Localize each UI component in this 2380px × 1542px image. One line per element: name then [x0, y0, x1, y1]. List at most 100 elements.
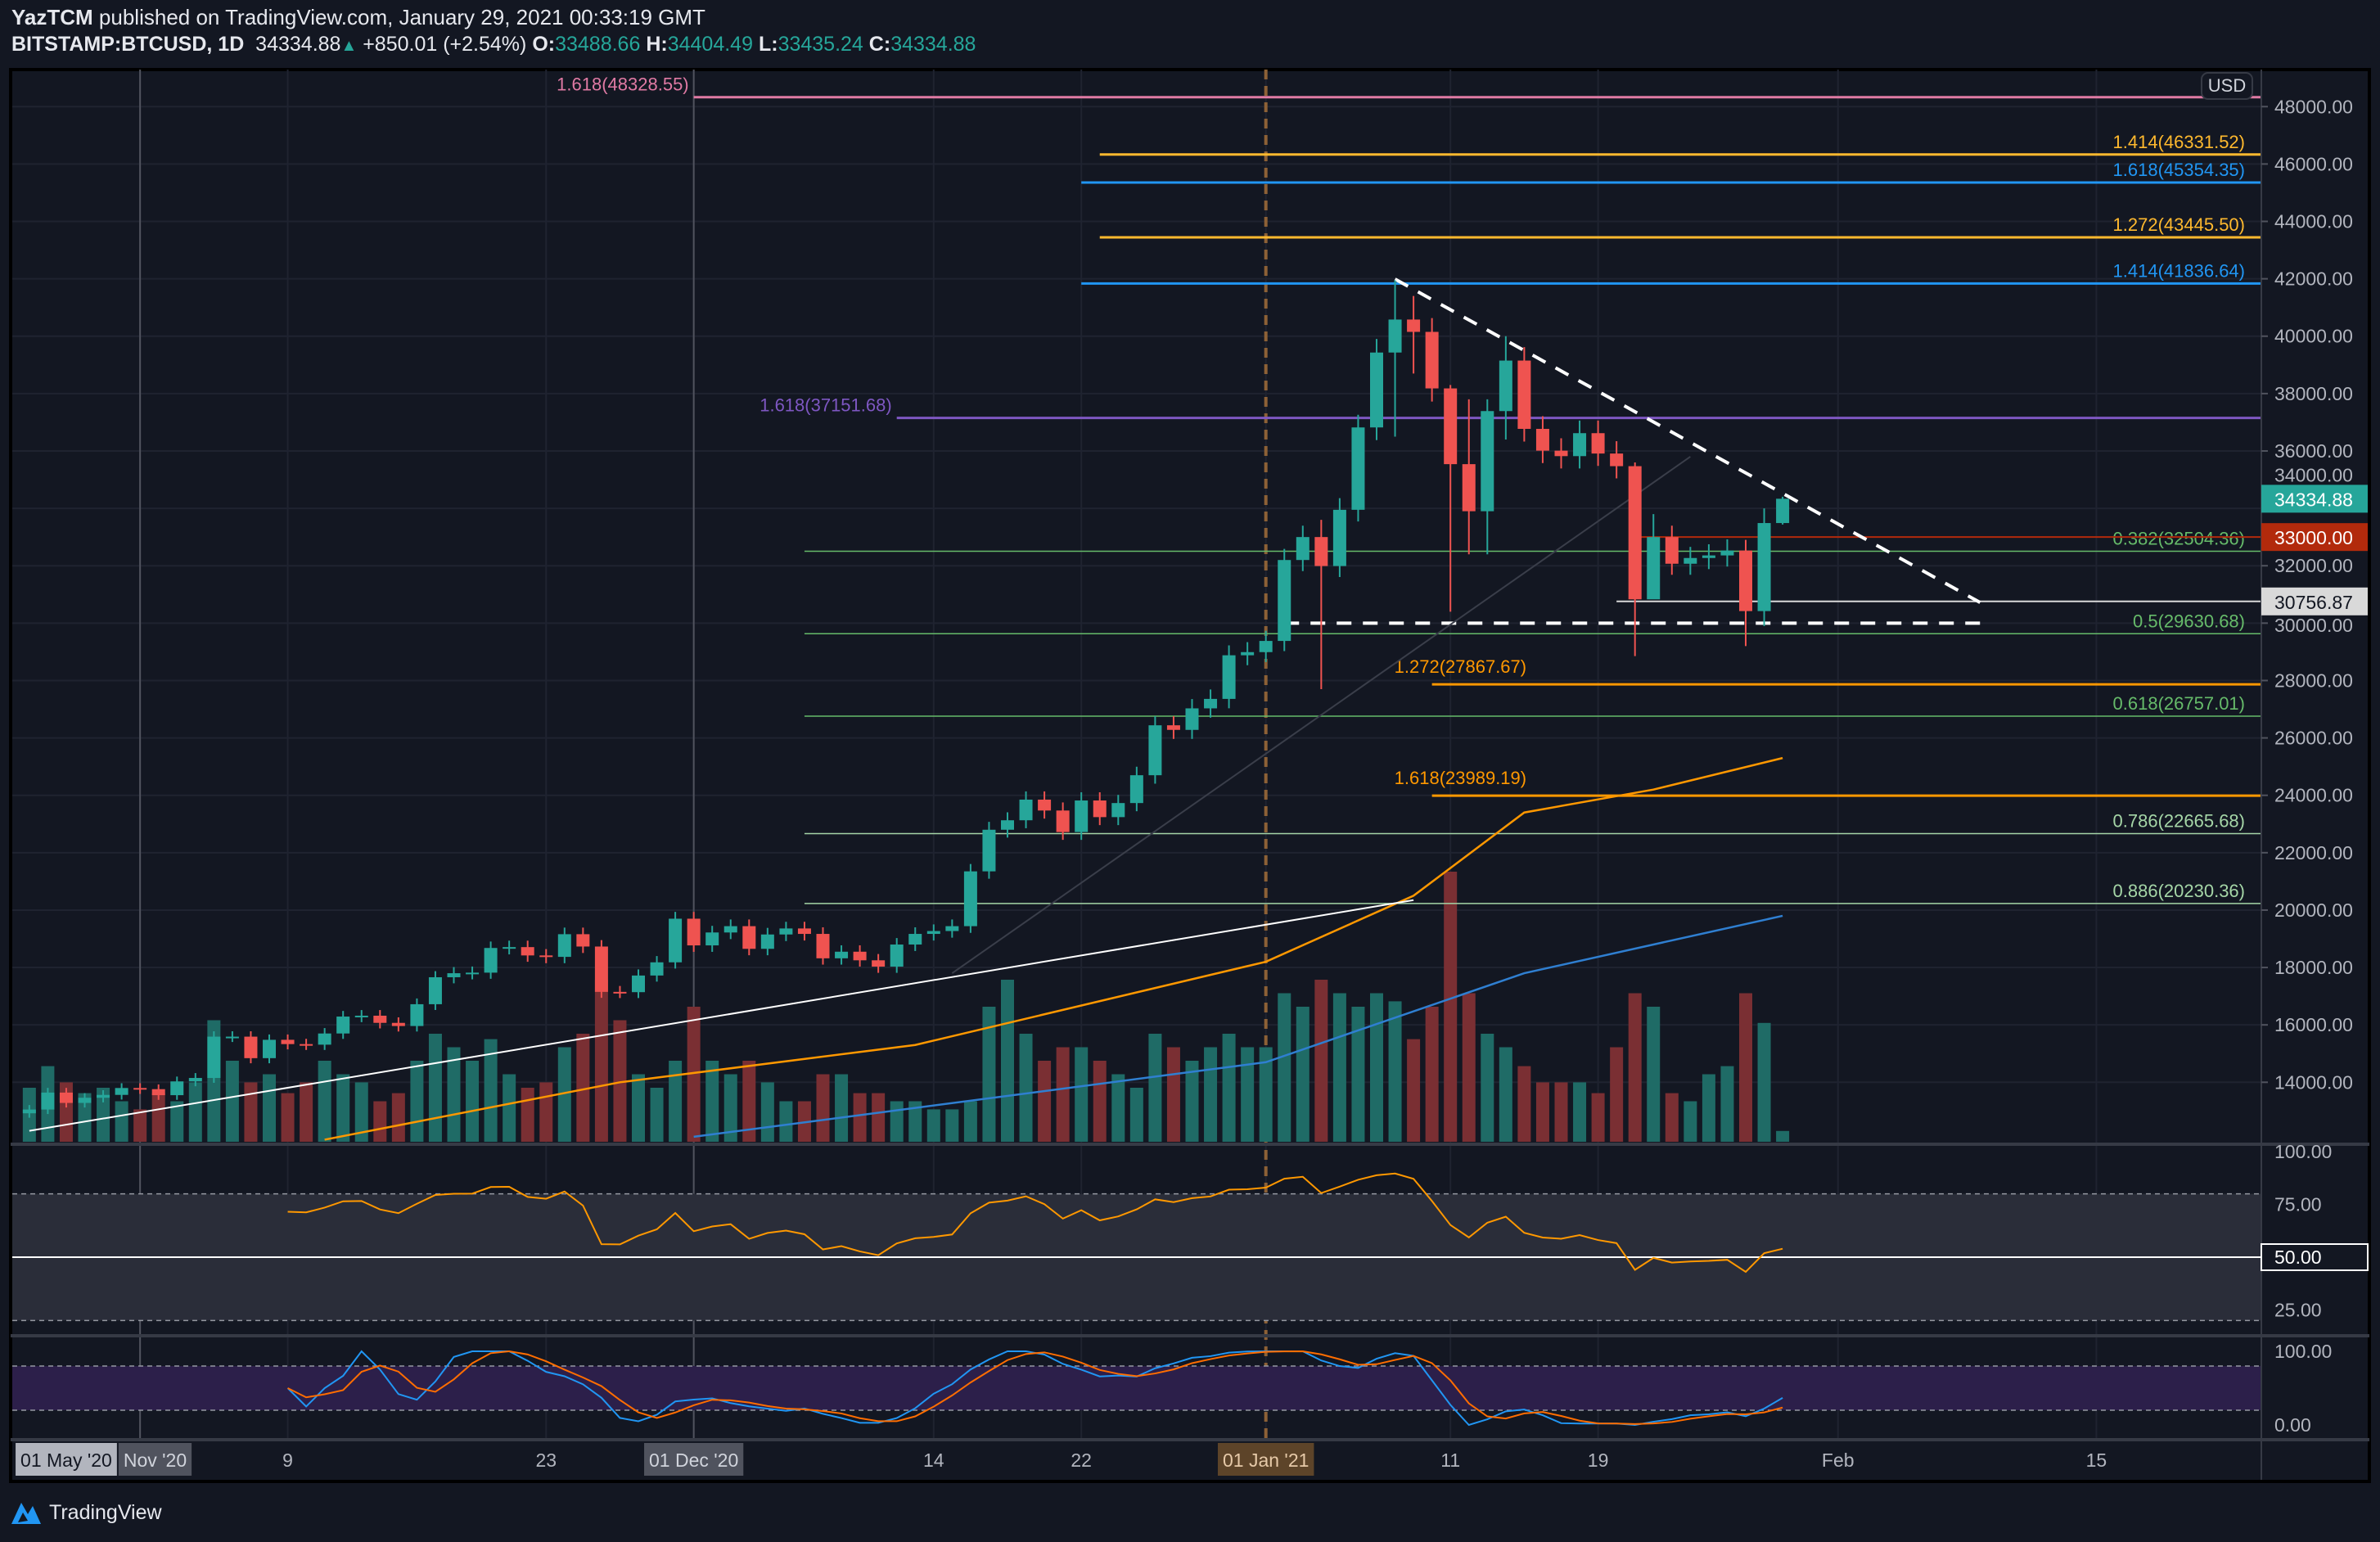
candle-body[interactable] [1019, 799, 1033, 821]
candle-body[interactable] [373, 1015, 387, 1023]
candle-body[interactable] [687, 918, 701, 946]
candle-body[interactable] [963, 871, 977, 927]
candle-body[interactable] [281, 1039, 295, 1044]
candle-body[interactable] [1038, 799, 1052, 811]
candle-body[interactable] [1278, 560, 1291, 642]
candle-body[interactable] [1776, 498, 1790, 524]
candle-body[interactable] [982, 829, 996, 872]
candle-body[interactable] [41, 1092, 55, 1110]
candle-body[interactable] [225, 1036, 239, 1039]
candle-body[interactable] [1720, 550, 1734, 556]
candle-body[interactable] [945, 926, 959, 931]
candle-body[interactable] [78, 1098, 92, 1103]
candle-body[interactable] [170, 1081, 184, 1096]
candle-body[interactable] [650, 962, 664, 976]
candle-body[interactable] [1535, 428, 1549, 451]
candle-body[interactable] [391, 1022, 405, 1026]
candle-body[interactable] [59, 1092, 73, 1103]
candle-body[interactable] [447, 973, 461, 977]
candle-body[interactable] [97, 1094, 110, 1098]
candle-body[interactable] [1591, 433, 1605, 454]
candle-body[interactable] [263, 1039, 276, 1058]
candle-body[interactable] [1259, 641, 1273, 652]
candle-body[interactable] [1129, 775, 1143, 804]
candle-body[interactable] [1314, 537, 1328, 566]
candle-body[interactable] [1166, 725, 1180, 730]
candle-body[interactable] [336, 1017, 350, 1034]
candle-body[interactable] [742, 926, 756, 949]
candle-body[interactable] [853, 951, 867, 961]
currency-badge[interactable]: USD [2201, 72, 2253, 100]
candle-body[interactable] [410, 1003, 424, 1026]
price-axis[interactable]: 14000.00 16000.00 18000.00 20000.00 22000.00… [2261, 96, 2369, 1436]
candle-body[interactable] [1739, 550, 1752, 611]
time-axis[interactable]: 01 May '20 Nov '20 9 23 01 Dec '20 14 22 01 Jan… [16, 1443, 2107, 1476]
candle-body[interactable] [705, 932, 719, 946]
candle-body[interactable] [1388, 319, 1402, 353]
trendline[interactable] [29, 899, 1414, 1132]
candle-body[interactable] [1148, 725, 1162, 776]
candle-body[interactable] [484, 948, 498, 973]
candle-body[interactable] [1407, 319, 1421, 332]
candle-body[interactable] [521, 947, 534, 956]
candle-body[interactable] [613, 991, 627, 994]
trendline[interactable] [1394, 277, 1981, 604]
candle-body[interactable] [669, 918, 683, 963]
candle-body[interactable] [207, 1036, 221, 1079]
candle-body[interactable] [632, 975, 645, 993]
candle-body[interactable] [1628, 466, 1642, 600]
candle-body[interactable] [1332, 509, 1346, 566]
candle-body[interactable] [1056, 810, 1070, 832]
candle-body[interactable] [318, 1033, 331, 1045]
candle-body[interactable] [1370, 352, 1383, 428]
candle-body[interactable] [22, 1109, 36, 1114]
candle-body[interactable] [115, 1088, 128, 1095]
stoch-rsi-pane[interactable] [12, 1350, 2261, 1427]
candle-body[interactable] [1351, 427, 1365, 510]
candle-body[interactable] [1296, 537, 1309, 561]
candle-body[interactable] [1185, 708, 1199, 730]
candle-body[interactable] [1499, 360, 1512, 412]
candle-body[interactable] [1684, 557, 1697, 564]
candle-body[interactable] [1757, 523, 1771, 611]
candle-body[interactable] [1481, 411, 1494, 512]
candle-body[interactable] [354, 1015, 368, 1017]
price-tag[interactable] [2261, 523, 2368, 552]
price-tag[interactable] [2261, 485, 2368, 513]
candle-body[interactable] [1425, 331, 1439, 389]
candle-body[interactable] [779, 928, 793, 935]
candles[interactable] [22, 280, 1790, 1118]
candle-body[interactable] [1222, 655, 1236, 699]
candle-body[interactable] [594, 946, 608, 992]
candle-body[interactable] [539, 955, 553, 958]
price-tag[interactable] [2261, 587, 2368, 615]
candle-body[interactable] [1444, 388, 1458, 465]
candle-body[interactable] [835, 951, 849, 958]
candle-body[interactable] [428, 976, 442, 1004]
candle-body[interactable] [1702, 555, 1715, 558]
candle-body[interactable] [300, 1044, 313, 1046]
candle-body[interactable] [1001, 820, 1014, 830]
candle-body[interactable] [1462, 464, 1476, 512]
tradingview-logo[interactable]: TradingView [10, 1499, 162, 1526]
candle-body[interactable] [890, 945, 904, 967]
candle-body[interactable] [188, 1078, 202, 1082]
candle-body[interactable] [1554, 450, 1568, 457]
candle-body[interactable] [760, 934, 774, 949]
rsi-pane[interactable] [12, 1172, 2261, 1322]
candle-body[interactable] [723, 926, 737, 933]
candle-body[interactable] [503, 947, 516, 949]
candle-body[interactable] [1573, 433, 1587, 457]
candle-body[interactable] [151, 1089, 165, 1096]
candle-body[interactable] [1517, 360, 1531, 429]
candle-body[interactable] [466, 972, 480, 975]
candle-body[interactable] [1111, 803, 1125, 818]
candle-body[interactable] [557, 934, 571, 958]
candle-body[interactable] [908, 934, 922, 945]
candle-body[interactable] [576, 934, 590, 947]
candle-body[interactable] [1647, 537, 1661, 600]
candle-body[interactable] [816, 934, 830, 958]
symbol-label[interactable]: BITSTAMP:BTCUSD, 1D [11, 33, 245, 56]
candle-body[interactable] [1241, 652, 1255, 656]
